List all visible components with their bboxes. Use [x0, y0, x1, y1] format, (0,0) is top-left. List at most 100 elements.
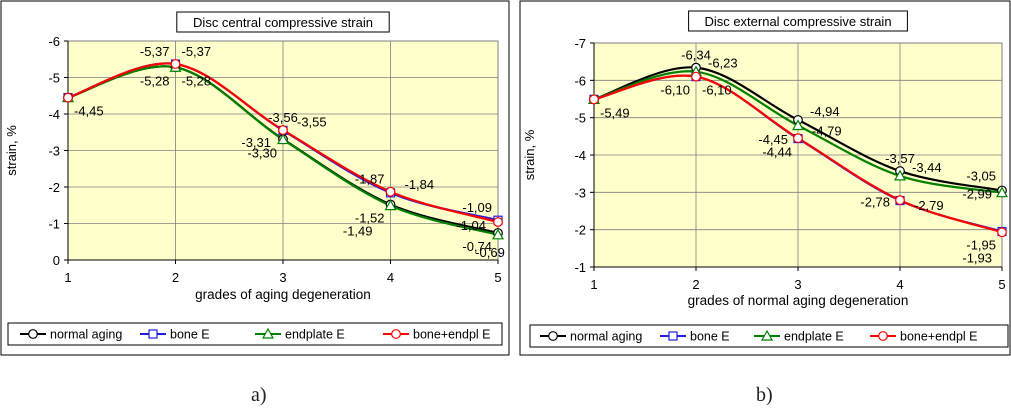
- y-tick-label: -1: [574, 260, 586, 275]
- y-axis-label: strain, %: [522, 129, 537, 180]
- data-point-circle: [895, 195, 905, 206]
- legend-marker-square: [668, 331, 678, 341]
- y-tick-label: -4: [574, 148, 586, 163]
- legend-label: endplate E: [285, 328, 345, 342]
- chart-title-box: Disc external compressive strain: [688, 10, 908, 32]
- data-point-circle: [589, 94, 599, 105]
- data-point-triangle: [893, 169, 907, 181]
- legend-label: bone+endpl E: [413, 328, 491, 342]
- y-tick-label: -3: [574, 185, 586, 200]
- data-label: -5,37: [140, 44, 170, 59]
- data-label: -4,45: [758, 132, 788, 147]
- y-tick-label: -3: [48, 144, 60, 159]
- data-label: -1,95: [966, 238, 996, 253]
- chart-title-box: Disc central compressive strain: [176, 11, 390, 33]
- y-tick-label: -2: [48, 180, 60, 195]
- x-tick-label: 3: [279, 270, 286, 285]
- data-label: -1,49: [343, 224, 373, 239]
- x-tick-label: 1: [590, 277, 597, 292]
- data-label: -6,23: [708, 56, 738, 71]
- legend-label: normal aging: [50, 328, 122, 342]
- data-label: -3,57: [885, 151, 915, 166]
- chart-title-frame: [176, 11, 390, 33]
- x-tick-label: 3: [794, 277, 801, 292]
- chart-svg: 0 -1 -2 -3 -4 -5 -6 1 2 3 4 5 Disc central compressi…: [0, 0, 510, 356]
- data-label: -1,93: [962, 250, 992, 265]
- x-axis-label: grades of normal aging degeneration: [688, 293, 909, 308]
- data-label: -3,05: [966, 168, 996, 183]
- data-point-circle: [691, 71, 701, 82]
- legend: normal aging bone E endplate E bone+endpl E: [529, 324, 1009, 348]
- legend-marker-triangle: [760, 329, 774, 341]
- legend-label: bone E: [690, 330, 730, 344]
- x-tick-label: 4: [896, 277, 903, 292]
- legend-label: endplate E: [784, 330, 844, 344]
- data-label: -1,84: [405, 177, 435, 192]
- data-point-triangle: [384, 199, 397, 211]
- y-tick-label: -2: [574, 223, 586, 238]
- legend-label: bone+endpl E: [900, 330, 978, 344]
- data-label: -4,45: [74, 104, 104, 119]
- legend-marker-square: [148, 329, 158, 339]
- data-label: -3,44: [912, 160, 942, 175]
- legend-marker-circle: [28, 329, 38, 339]
- data-point-triangle: [995, 186, 1009, 198]
- y-tick-label: -5: [48, 71, 60, 86]
- data-point-triangle: [276, 133, 290, 145]
- y-tick-label: -6: [574, 73, 586, 88]
- chart-external-strain: -1 -2 -3 -4 -5 -6 -7 1 2 3 4 5 Disc external compres…: [519, 0, 1011, 360]
- data-point-circle: [63, 92, 73, 103]
- chart-title: Disc central compressive strain: [193, 15, 373, 30]
- data-point-circle: [493, 217, 503, 227]
- x-tick-label: 5: [998, 277, 1005, 292]
- y-tick-label: -7: [574, 36, 586, 51]
- data-label: -6,10: [702, 83, 732, 98]
- data-label: -2,79: [914, 198, 944, 213]
- data-label: -3,55: [297, 114, 327, 129]
- data-point-circle: [385, 186, 396, 197]
- data-label: -3,56: [268, 110, 298, 125]
- legend: normal aging bone E endplate E bone+endpl E: [7, 322, 503, 346]
- chart-central-strain: 0 -1 -2 -3 -4 -5 -6 1 2 3 4 5 Disc central compressi…: [0, 0, 510, 360]
- chart-svg: -1 -2 -3 -4 -5 -6 -7 1 2 3 4 5 Disc external compres…: [519, 0, 1011, 356]
- data-label: -0,69: [475, 245, 505, 260]
- data-label: -5,49: [600, 105, 630, 120]
- data-label: -5,28: [182, 73, 212, 88]
- data-label: -4,94: [810, 104, 840, 119]
- x-tick-label: 4: [387, 270, 394, 285]
- x-tick-label: 2: [172, 270, 179, 285]
- x-tick-label: 1: [64, 270, 71, 285]
- data-label: -1,52: [355, 211, 385, 226]
- chart-title: Disc external compressive strain: [704, 14, 891, 29]
- data-label: -1,87: [355, 172, 385, 187]
- y-axis-label: strain, %: [4, 125, 19, 176]
- data-label: -0,74: [462, 239, 492, 254]
- y-tick-label: 0: [53, 253, 60, 268]
- data-label: -4,79: [812, 124, 842, 139]
- data-point-circle: [997, 227, 1007, 238]
- legend-marker-triangle: [261, 327, 275, 339]
- data-point-circle: [170, 59, 181, 69]
- y-tick-label: -5: [574, 111, 586, 126]
- data-point-circle: [278, 125, 288, 135]
- data-label: -5,37: [182, 44, 212, 59]
- data-label: -6,34: [681, 48, 711, 63]
- caption-b: b): [756, 384, 773, 406]
- x-tick-label: 2: [692, 277, 699, 292]
- chart-title-frame: [688, 10, 908, 32]
- x-tick-label: 5: [494, 270, 501, 285]
- data-label: -3,30: [247, 146, 277, 161]
- legend-label: bone E: [170, 328, 210, 342]
- data-label: -5,28: [140, 73, 170, 88]
- data-label: -1,04: [456, 218, 486, 233]
- legend-marker-circle: [878, 331, 888, 341]
- x-axis-label: grades of aging degeneration: [195, 287, 371, 302]
- data-label: -4,44: [762, 145, 792, 160]
- y-tick-label: -6: [48, 34, 60, 49]
- data-point-circle: [793, 133, 803, 144]
- data-label: -1,09: [462, 200, 492, 215]
- caption-a: a): [251, 384, 267, 406]
- data-label: -3,31: [241, 135, 271, 150]
- data-point-triangle: [491, 228, 505, 240]
- data-label: -6,10: [660, 83, 690, 98]
